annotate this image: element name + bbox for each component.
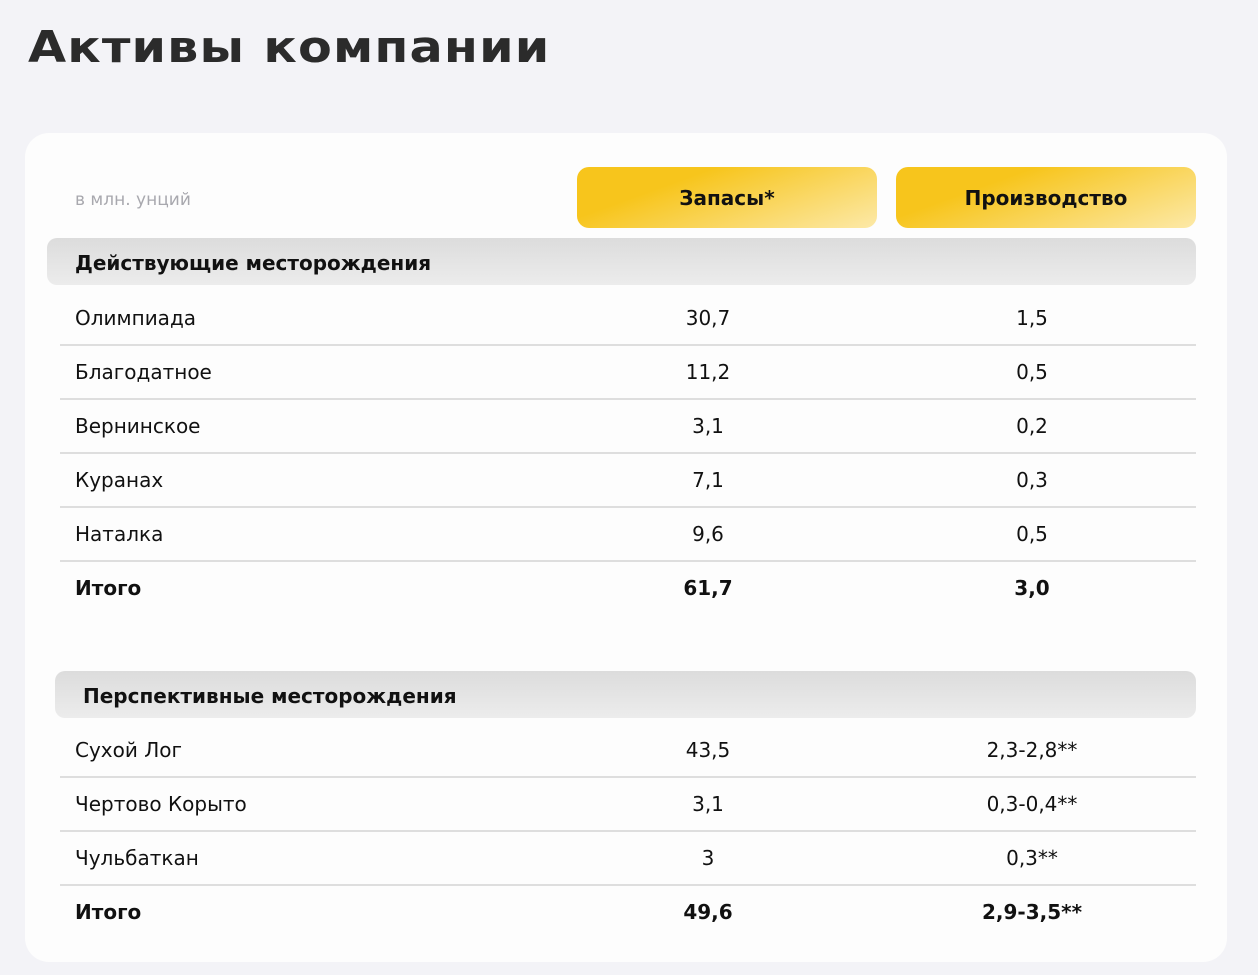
deposit-name: Сухой Лог (75, 738, 183, 762)
table-row: Сухой Лог 43,5 2,3-2,8** (60, 722, 1196, 778)
reserves-value: 7,1 (692, 468, 724, 492)
column-header-reserves: Запасы* (577, 167, 877, 228)
table-row: Чертово Корыто 3,1 0,3-0,4** (60, 776, 1196, 832)
reserves-value: 11,2 (685, 360, 731, 384)
production-value: 2,9-3,5** (981, 900, 1083, 924)
table-row: Благодатное 11,2 0,5 (60, 344, 1196, 400)
page-title: Активы компании (28, 22, 551, 73)
deposit-name: Вернинское (75, 414, 201, 438)
deposit-name: Наталка (75, 522, 164, 546)
unit-label: в млн. унций (75, 190, 191, 210)
total-row: Итого 61,7 3,0 (60, 560, 1196, 614)
production-value: 0,3 (1016, 468, 1048, 492)
assets-table-card: в млн. унций Запасы* Производство Действ… (25, 133, 1227, 962)
production-value: 0,3** (1006, 846, 1058, 870)
reserves-value: 61,7 (683, 576, 733, 600)
reserves-value: 3 (701, 846, 715, 870)
deposit-name: Благодатное (75, 360, 212, 384)
production-value: 0,3-0,4** (986, 792, 1078, 816)
deposit-name: Чертово Корыто (75, 792, 247, 816)
table-row: Олимпиада 30,7 1,5 (60, 290, 1196, 346)
production-value: 1,5 (1016, 306, 1048, 330)
total-row: Итого 49,6 2,9-3,5** (60, 884, 1196, 938)
section-header: Перспективные месторождения (55, 671, 1196, 718)
deposit-name: Олимпиада (75, 306, 197, 330)
reserves-value: 49,6 (683, 900, 733, 924)
reserves-value: 3,1 (692, 414, 724, 438)
table-row: Куранах 7,1 0,3 (60, 452, 1196, 508)
production-value: 0,5 (1016, 522, 1048, 546)
production-value: 0,2 (1016, 414, 1048, 438)
deposit-name: Итого (75, 900, 142, 924)
table-row: Чульбаткан 3 0,3** (60, 830, 1196, 886)
column-header-production: Производство (896, 167, 1196, 228)
reserves-value: 43,5 (685, 738, 731, 762)
section-title: Действующие месторождения (75, 251, 432, 275)
production-value: 0,5 (1016, 360, 1048, 384)
section-title: Перспективные месторождения (83, 684, 457, 708)
section-header: Действующие месторождения (47, 238, 1196, 285)
table-row: Вернинское 3,1 0,2 (60, 398, 1196, 454)
table-row: Наталка 9,6 0,5 (60, 506, 1196, 562)
reserves-value: 9,6 (692, 522, 724, 546)
production-value: 3,0 (1014, 576, 1050, 600)
reserves-value: 3,1 (692, 792, 724, 816)
deposit-name: Чульбаткан (75, 846, 199, 870)
deposit-name: Итого (75, 576, 142, 600)
deposit-name: Куранах (75, 468, 164, 492)
production-value: 2,3-2,8** (986, 738, 1078, 762)
reserves-value: 30,7 (685, 306, 731, 330)
